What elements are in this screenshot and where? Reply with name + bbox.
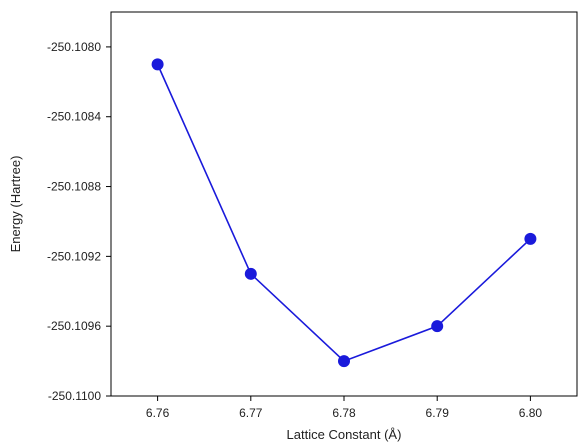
series-layer: [152, 58, 537, 367]
data-point: [245, 268, 257, 280]
y-tick-label: -250.1080: [47, 40, 101, 54]
y-axis-ticks: -250.1080 -250.1084 -250.1088 -250.1092 -250…: [47, 40, 111, 403]
y-tick-label: -250.1096: [47, 319, 101, 333]
y-axis-title: Energy (Hartree): [8, 156, 23, 253]
x-tick-label: 6.79: [426, 406, 450, 420]
plot-frame: [111, 12, 577, 396]
plot-area: [111, 12, 577, 396]
y-tick-label: -250.1092: [47, 249, 101, 263]
data-point: [431, 320, 443, 332]
x-tick-label: 6.77: [239, 406, 263, 420]
x-tick-label: 6.76: [146, 406, 170, 420]
y-tick-label: -250.1100: [48, 389, 101, 403]
x-tick-label: 6.80: [519, 406, 543, 420]
y-tick-label: -250.1088: [47, 180, 101, 194]
x-axis-ticks: 6.76 6.77 6.78 6.79 6.80: [146, 396, 542, 420]
data-point: [338, 355, 350, 367]
data-point: [524, 233, 536, 245]
data-point: [152, 58, 164, 70]
x-tick-label: 6.78: [332, 406, 356, 420]
series-line: [158, 64, 531, 361]
x-axis-title: Lattice Constant (Å): [287, 427, 402, 442]
y-tick-label: -250.1084: [47, 110, 101, 124]
